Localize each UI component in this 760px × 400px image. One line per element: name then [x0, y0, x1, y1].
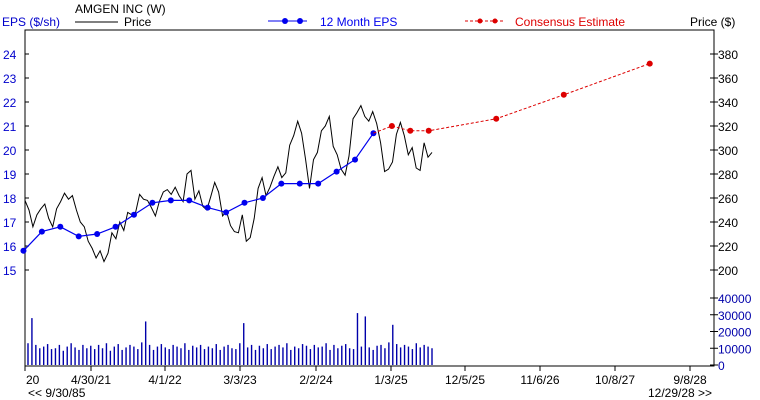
- right-tick-label: 240: [718, 216, 738, 230]
- x-tick-label: 10/8/27: [595, 373, 635, 387]
- left-tick-label: 21: [3, 120, 17, 134]
- right-tick-label: 360: [718, 72, 738, 86]
- volume-tick-label: 30000: [718, 309, 752, 323]
- consensus-point: [407, 127, 414, 134]
- x-tick-label: 4/1/22: [148, 373, 182, 387]
- volume-tick-label: 20000: [718, 326, 752, 340]
- right-tick-label: 340: [718, 96, 738, 110]
- eps-legend-marker: [268, 18, 307, 24]
- x-tick-label: 2/2/24: [299, 373, 333, 387]
- right-tick-label: 300: [718, 144, 738, 158]
- eps-point: [38, 228, 45, 235]
- left-tick-label: 17: [3, 216, 17, 230]
- x-tick-label: 20: [26, 373, 40, 387]
- consensus-point: [425, 127, 432, 134]
- eps-line: [23, 132, 374, 252]
- left-tick-label: 24: [3, 48, 17, 62]
- eps-point: [333, 168, 340, 175]
- eps-point: [296, 180, 303, 187]
- price-layer: [24, 104, 433, 263]
- left-axis: 15 16 17 18 19 20 21 22 23 24: [3, 48, 29, 278]
- consensus-point: [646, 60, 653, 67]
- left-axis-title: EPS ($/sh): [2, 15, 60, 29]
- volume-axis: 0 10000 20000 30000 40000: [710, 292, 752, 373]
- right-tick-label: 320: [718, 120, 738, 134]
- eps-point: [204, 204, 211, 211]
- eps-legend-label: 12 Month EPS: [320, 15, 397, 29]
- price-legend-label: Price: [124, 15, 152, 29]
- range-start-label: << 9/30/85: [28, 386, 86, 400]
- eps-point: [186, 197, 193, 204]
- right-axis: 200 220 240 260 280 300 320 340 360 380: [710, 48, 738, 278]
- consensus-point: [493, 115, 500, 122]
- eps-point: [315, 180, 322, 187]
- right-tick-label: 380: [718, 48, 738, 62]
- price-line: [24, 104, 433, 263]
- eps-layer: [20, 130, 377, 254]
- x-tick-label: 3/3/23: [223, 373, 257, 387]
- eps-point: [75, 233, 82, 240]
- left-tick-label: 16: [3, 240, 17, 254]
- right-tick-label: 200: [718, 264, 738, 278]
- left-tick-label: 23: [3, 72, 17, 86]
- eps-point: [241, 199, 248, 206]
- x-tick-label: 9/8/28: [673, 373, 707, 387]
- eps-point: [167, 197, 174, 204]
- plot-frame: [24, 29, 715, 367]
- left-tick-label: 19: [3, 168, 17, 182]
- volume-tick-label: 0: [718, 359, 725, 373]
- volume-bars: [27, 313, 433, 365]
- eps-point: [149, 199, 156, 206]
- consensus-line: [373, 63, 650, 134]
- x-tick-label: 12/5/25: [445, 373, 485, 387]
- x-tick-label: 4/30/21: [71, 373, 111, 387]
- eps-point: [112, 223, 119, 230]
- volume-tick-label: 40000: [718, 292, 752, 306]
- eps-point: [278, 180, 285, 187]
- left-tick-label: 18: [3, 192, 17, 206]
- left-tick-label: 20: [3, 144, 17, 158]
- range-end-label: 12/29/28 >>: [648, 386, 712, 400]
- consensus-legend-label: Consensus Estimate: [515, 15, 625, 29]
- consensus-legend-marker: [465, 18, 505, 24]
- eps-point: [223, 209, 230, 216]
- consensus-layer: [373, 60, 653, 134]
- volume-tick-label: 10000: [718, 342, 752, 356]
- eps-point: [259, 195, 266, 201]
- right-axis-title: Price ($): [690, 15, 735, 29]
- eps-point: [130, 211, 137, 218]
- eps-point: [20, 247, 27, 254]
- left-tick-label: 15: [3, 264, 17, 278]
- x-tick-label: 11/6/26: [520, 373, 559, 387]
- eps-point: [94, 231, 101, 237]
- company-name: AMGEN INC (W): [75, 2, 166, 16]
- eps-point: [352, 156, 359, 163]
- x-tick-label: 1/3/25: [374, 373, 408, 387]
- consensus-point: [560, 91, 567, 98]
- left-tick-label: 22: [3, 96, 17, 110]
- right-tick-label: 260: [718, 192, 738, 206]
- right-tick-label: 220: [718, 240, 738, 254]
- eps-point: [57, 223, 64, 230]
- consensus-point: [388, 123, 395, 129]
- right-tick-label: 280: [718, 168, 738, 182]
- x-axis: 20 4/30/21 4/1/22 3/3/23 2/2/24 1/3/25 12/5/25…: [24, 366, 707, 387]
